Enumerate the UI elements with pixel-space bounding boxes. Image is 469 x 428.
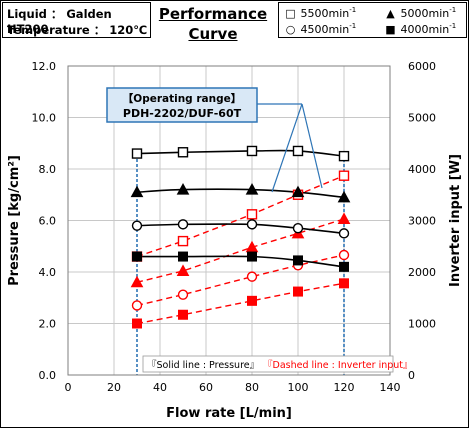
y2-tick-label: 3000 <box>408 215 436 228</box>
temperature-label: Temperature ： 120℃ <box>7 23 148 37</box>
marker-open-square <box>246 145 258 157</box>
legend-item-5500: □ 5500min-1 <box>285 6 357 20</box>
legend-item-5000: ▲ 5000min-1 <box>384 6 456 20</box>
legend-item-4000: ■ 4000min-1 <box>385 22 457 36</box>
marker-open-square <box>177 235 189 247</box>
x-axis-label: Flow rate [L/min] <box>166 406 292 421</box>
x-tick-label: 40 <box>153 381 167 394</box>
y-axis-label: Pressure [kg/cm²] <box>7 155 22 286</box>
x-tick-label: 60 <box>199 381 213 394</box>
marker-filled-triangle <box>130 275 144 288</box>
open-square-icon: □ <box>285 7 296 20</box>
condition-box: Liquid ： Galden HT200 Temperature ： 120℃ <box>2 2 151 38</box>
marker-open-square <box>131 148 143 159</box>
operating-range-title: 【Operating range】 <box>123 92 241 105</box>
marker-open-circle <box>131 220 143 231</box>
x-tick-label: 80 <box>245 381 259 394</box>
marker-filled-triangle <box>176 264 190 276</box>
x-tick-label: 100 <box>288 381 309 394</box>
marker-filled-square <box>247 295 257 306</box>
marker-filled-square <box>293 255 303 266</box>
y-tick-label: 12.0 <box>32 60 57 73</box>
marker-open-circle <box>338 249 350 261</box>
y-tick-label: 0.0 <box>39 369 57 382</box>
y-tick-label: 10.0 <box>32 112 57 125</box>
y-tick-label: 8.0 <box>39 163 57 176</box>
marker-open-circle <box>246 271 258 282</box>
y2-tick-label: 5000 <box>408 112 436 125</box>
title-line-1: Performance <box>158 5 268 23</box>
marker-open-circle <box>131 300 143 311</box>
callout-line <box>271 103 303 193</box>
y2-axis-label: Inverter input [W] <box>448 154 463 287</box>
y-tick-label: 4.0 <box>39 266 57 279</box>
marker-open-circle <box>338 228 350 239</box>
open-circle-icon: ○ <box>285 23 296 36</box>
marker-filled-square <box>339 261 349 272</box>
marker-filled-triangle <box>245 183 259 195</box>
marker-filled-square <box>339 278 349 289</box>
marker-filled-square <box>293 286 303 297</box>
title-line-2: Curve <box>188 25 238 43</box>
x-tick-label: 140 <box>380 381 401 394</box>
marker-open-circle <box>177 219 189 230</box>
callout-line <box>301 103 323 189</box>
y2-tick-label: 1000 <box>408 318 436 331</box>
marker-filled-triangle <box>176 183 190 195</box>
solid-line-note: 『Solid line : Pressure』 <box>147 360 259 371</box>
x-tick-label: 120 <box>334 381 355 394</box>
marker-open-circle <box>177 289 189 300</box>
operating-range-box <box>106 87 258 123</box>
filled-triangle-icon: ▲ <box>386 7 395 20</box>
marker-filled-triangle <box>337 190 351 203</box>
liquid-label: Liquid ： Galden HT200 <box>7 7 112 36</box>
y2-tick-label: 6000 <box>408 60 436 73</box>
marker-open-square <box>338 150 350 162</box>
marker-filled-square <box>247 251 257 262</box>
marker-open-square <box>292 145 304 157</box>
marker-open-square <box>177 147 189 158</box>
y-tick-label: 6.0 <box>39 215 57 228</box>
y2-tick-label: 0 <box>408 369 415 382</box>
marker-filled-square <box>178 309 188 320</box>
filled-square-icon: ■ <box>385 23 396 36</box>
dashed-line-note: 『Dashed line : Inverter input』 <box>263 360 413 371</box>
y2-tick-label: 4000 <box>408 163 436 176</box>
legend: □ 5500min-1 ▲ 5000min-1 ○ 4500min-1 ■ 40… <box>278 2 467 38</box>
line-style-note-box <box>142 355 394 373</box>
marker-open-square <box>246 209 258 220</box>
marker-filled-square <box>178 251 188 262</box>
y-tick-label: 2.0 <box>39 318 57 331</box>
marker-open-circle <box>292 223 304 234</box>
plot-border <box>67 65 391 376</box>
marker-filled-triangle <box>291 185 305 198</box>
chart-title: Performance Curve <box>150 4 276 44</box>
y2-tick-label: 2000 <box>408 266 436 279</box>
marker-filled-square <box>132 251 142 262</box>
marker-filled-triangle <box>337 212 351 224</box>
marker-filled-square <box>132 318 142 329</box>
marker-filled-triangle <box>130 185 144 198</box>
x-tick-label: 0 <box>65 381 72 394</box>
legend-item-4500: ○ 4500min-1 <box>285 22 357 36</box>
x-tick-label: 20 <box>107 381 121 394</box>
marker-open-circle <box>246 219 258 230</box>
marker-open-square <box>338 170 350 181</box>
operating-range-model: PDH-2202/DUF-60T <box>123 107 242 120</box>
inverter-line <box>136 282 345 325</box>
